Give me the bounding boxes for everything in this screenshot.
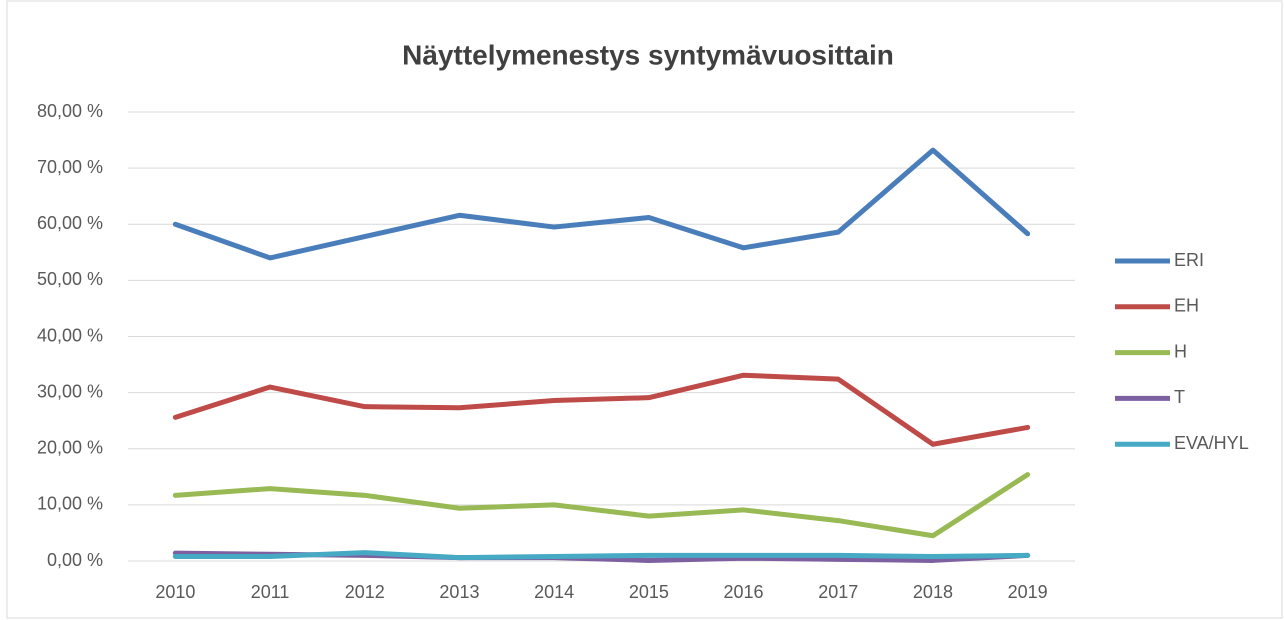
- y-tick-label: 20,00 %: [37, 438, 103, 458]
- series-line: [172, 550, 1031, 561]
- legend-label: T: [1174, 387, 1185, 407]
- legend-label: EVA/HYL: [1174, 433, 1249, 453]
- x-tick-label: 2012: [345, 582, 385, 602]
- x-tick-label: 2015: [629, 582, 669, 602]
- legend-label: H: [1174, 341, 1187, 361]
- y-tick-label: 80,00 %: [37, 101, 103, 121]
- y-tick-label: 30,00 %: [37, 381, 103, 401]
- x-tick-label: 2014: [534, 582, 574, 602]
- series-line: [172, 372, 1031, 447]
- legend-label: EH: [1174, 296, 1199, 316]
- series-line: [172, 147, 1031, 261]
- y-tick-label: 0,00 %: [47, 550, 103, 570]
- x-tick-label: 2019: [1008, 582, 1048, 602]
- y-tick-label: 70,00 %: [37, 157, 103, 177]
- x-tick-label: 2018: [913, 582, 953, 602]
- x-tick-label: 2017: [818, 582, 858, 602]
- chart-frame: [6, 0, 1283, 619]
- y-tick-label: 60,00 %: [37, 213, 103, 233]
- y-tick-label: 10,00 %: [37, 494, 103, 514]
- x-tick-label: 2010: [155, 582, 195, 602]
- y-tick-label: 50,00 %: [37, 269, 103, 289]
- x-tick-label: 2016: [724, 582, 764, 602]
- chart-title: Näyttelymenestys syntymävuosittain: [402, 39, 894, 70]
- x-tick-label: 2013: [439, 582, 479, 602]
- y-tick-label: 40,00 %: [37, 325, 103, 345]
- x-tick-label: 2011: [251, 582, 290, 602]
- legend-label: ERI: [1174, 250, 1204, 270]
- series-line: [172, 472, 1031, 539]
